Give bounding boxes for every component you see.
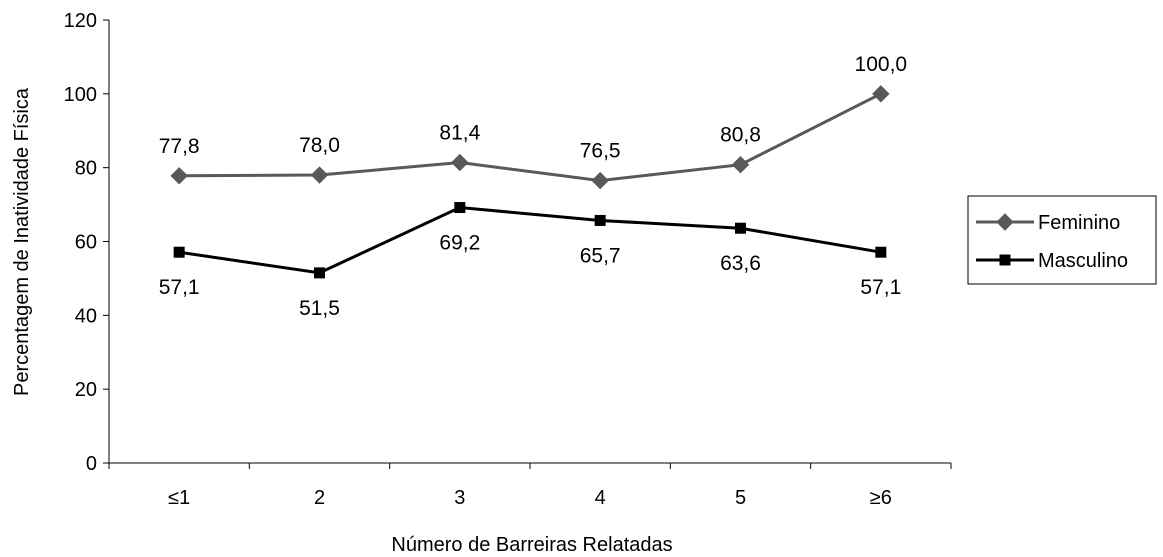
data-point xyxy=(594,214,606,226)
data-point xyxy=(735,222,746,234)
data-label: 65,7 xyxy=(580,244,621,267)
legend-label: Masculino xyxy=(1038,250,1128,272)
data-point xyxy=(310,166,329,184)
legend-box xyxy=(967,195,1157,285)
x-tick-label: ≥6 xyxy=(870,487,892,509)
series-masculino xyxy=(173,202,887,279)
data-label: 77,8 xyxy=(159,135,200,158)
data-point xyxy=(872,85,890,103)
x-tick-label: ≤1 xyxy=(168,487,190,509)
y-tick-label: 80 xyxy=(75,158,97,180)
data-label: 51,5 xyxy=(299,297,340,320)
x-tick-label: 3 xyxy=(454,487,465,509)
series-feminino xyxy=(170,85,890,190)
legend-marker xyxy=(999,254,1011,266)
series-group xyxy=(170,85,890,279)
data-point xyxy=(170,167,188,185)
legend-entry: Feminino xyxy=(976,212,1120,234)
x-axis-title: Número de Barreiras Relatadas xyxy=(391,534,672,556)
data-point xyxy=(875,246,887,258)
data-label: 80,8 xyxy=(720,124,761,147)
legend: Feminino Masculino xyxy=(967,195,1157,285)
y-tick-label: 60 xyxy=(75,232,97,254)
data-point xyxy=(731,156,750,174)
x-tick-label: 4 xyxy=(595,487,606,509)
y-tick-label: 0 xyxy=(86,453,97,475)
data-point xyxy=(173,246,185,258)
data-label: 57,1 xyxy=(860,276,901,299)
series-line xyxy=(178,206,882,275)
y-tick-label: 40 xyxy=(75,305,97,327)
x-tick-label: 5 xyxy=(735,487,746,509)
data-point xyxy=(591,171,609,190)
data-label: 81,4 xyxy=(439,121,480,144)
legend-entry: Masculino xyxy=(976,250,1128,272)
y-tick-label: 120 xyxy=(64,10,97,32)
data-label: 76,5 xyxy=(580,140,621,163)
y-axis-title: Percentagem de Inatividade Física xyxy=(11,87,33,396)
data-point xyxy=(314,267,325,279)
x-tick-label: 2 xyxy=(314,487,325,509)
legend-marker xyxy=(996,213,1014,231)
data-labels: 77,8 78,0 81,4 76,5 80,8 100,0 57,1 51,5 69,2 65,… xyxy=(159,53,907,320)
data-label: 69,2 xyxy=(439,232,480,255)
data-label: 100,0 xyxy=(855,53,908,76)
y-axis-ticks: 0 20 40 60 80 100 120 xyxy=(64,10,109,475)
data-label: 78,0 xyxy=(299,134,340,157)
data-point xyxy=(451,153,469,172)
data-label: 57,1 xyxy=(159,276,200,299)
data-label: 63,6 xyxy=(720,252,761,275)
data-point xyxy=(454,202,466,214)
x-axis-ticks: ≤1 2 3 4 5 ≥6 xyxy=(108,463,952,509)
y-tick-label: 100 xyxy=(64,84,97,106)
legend-label: Feminino xyxy=(1038,212,1120,234)
y-tick-label: 20 xyxy=(75,379,97,401)
series-line xyxy=(179,92,882,183)
